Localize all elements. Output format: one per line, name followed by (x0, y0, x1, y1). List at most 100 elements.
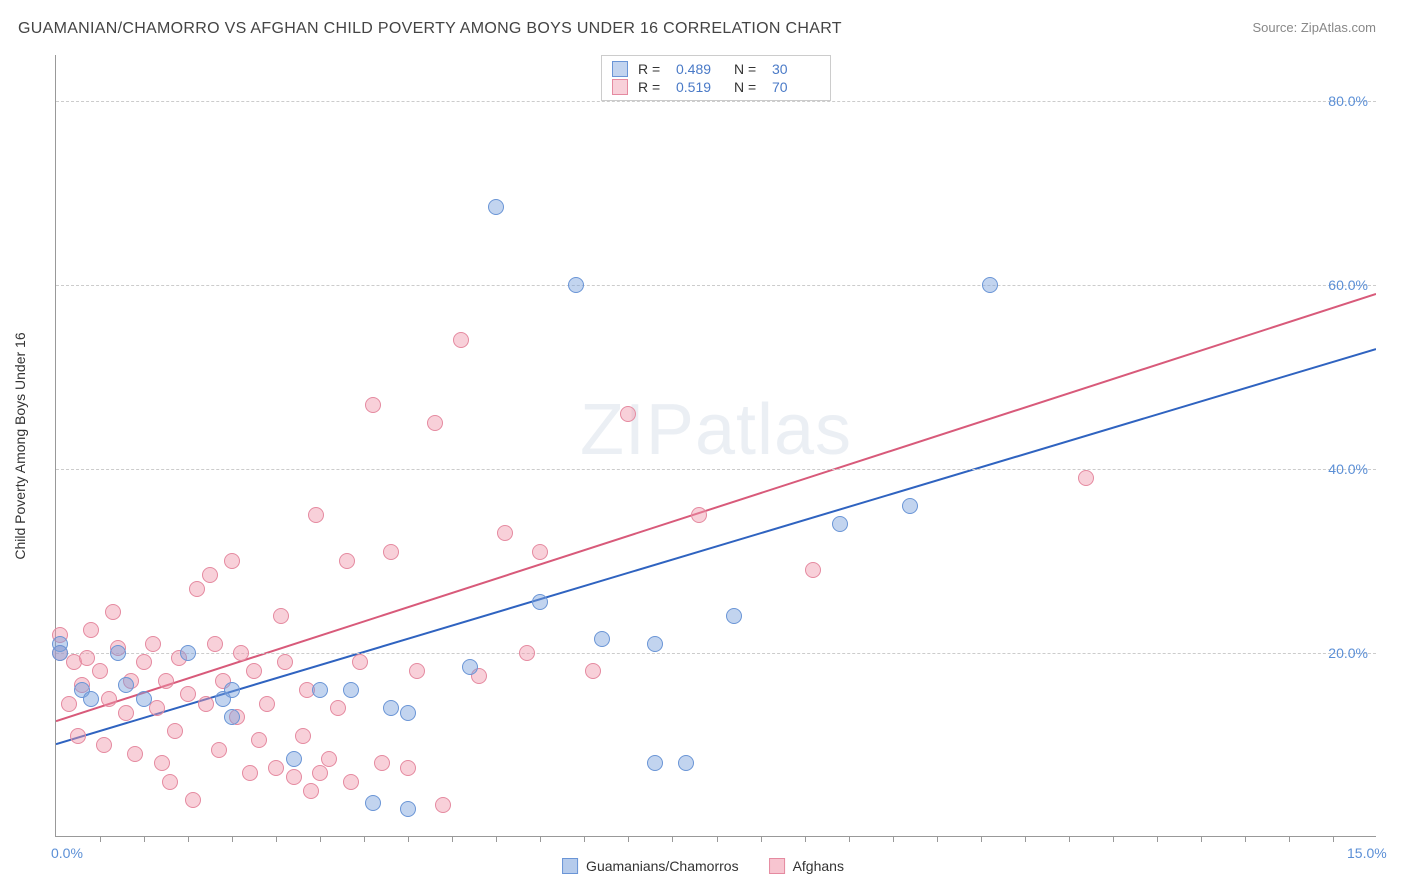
data-point (136, 691, 152, 707)
data-point (519, 645, 535, 661)
x-tick-mark (1333, 836, 1334, 842)
data-point (365, 397, 381, 413)
data-point (158, 673, 174, 689)
data-point (189, 581, 205, 597)
data-point (594, 631, 610, 647)
legend-swatch (769, 858, 785, 874)
data-point (180, 645, 196, 661)
data-point (427, 415, 443, 431)
x-tick-mark (188, 836, 189, 842)
data-point (185, 792, 201, 808)
data-point (805, 562, 821, 578)
data-point (321, 751, 337, 767)
data-point (286, 769, 302, 785)
data-point (273, 608, 289, 624)
data-point (352, 654, 368, 670)
x-tick-mark (100, 836, 101, 842)
x-tick-label: 15.0% (1347, 845, 1387, 861)
bottom-legend: Guamanians/Chamorros Afghans (562, 858, 844, 874)
data-point (286, 751, 302, 767)
stats-n-value: 70 (772, 79, 820, 95)
stats-swatch (612, 61, 628, 77)
x-tick-mark (320, 836, 321, 842)
chart-container: GUAMANIAN/CHAMORRO VS AFGHAN CHILD POVER… (0, 0, 1406, 892)
data-point (691, 507, 707, 523)
watermark-part2: atlas (695, 390, 852, 470)
data-point (647, 755, 663, 771)
data-point (101, 691, 117, 707)
watermark-part1: ZIP (580, 390, 695, 470)
data-point (79, 650, 95, 666)
data-point (295, 728, 311, 744)
data-point (1078, 470, 1094, 486)
data-point (497, 525, 513, 541)
y-tick-label: 40.0% (1328, 461, 1368, 477)
stats-row: R = 0.519 N = 70 (612, 78, 820, 96)
gridline (56, 101, 1376, 102)
stats-n-label: N = (734, 79, 762, 95)
legend-swatch (562, 858, 578, 874)
data-point (246, 663, 262, 679)
data-point (154, 755, 170, 771)
data-point (488, 199, 504, 215)
data-point (242, 765, 258, 781)
x-tick-label: 0.0% (51, 845, 83, 861)
data-point (61, 696, 77, 712)
x-tick-mark (1289, 836, 1290, 842)
stats-r-label: R = (638, 79, 666, 95)
data-point (409, 663, 425, 679)
x-tick-mark (144, 836, 145, 842)
stats-r-value: 0.519 (676, 79, 724, 95)
x-tick-mark (628, 836, 629, 842)
x-tick-mark (849, 836, 850, 842)
x-tick-mark (408, 836, 409, 842)
y-tick-label: 20.0% (1328, 645, 1368, 661)
y-tick-label: 80.0% (1328, 93, 1368, 109)
gridline (56, 469, 1376, 470)
data-point (726, 608, 742, 624)
data-point (149, 700, 165, 716)
data-point (832, 516, 848, 532)
data-point (118, 677, 134, 693)
trend-line (56, 349, 1376, 744)
data-point (620, 406, 636, 422)
data-point (145, 636, 161, 652)
y-axis-label: Child Poverty Among Boys Under 16 (12, 332, 28, 559)
data-point (312, 765, 328, 781)
data-point (374, 755, 390, 771)
x-tick-mark (805, 836, 806, 842)
x-tick-mark (717, 836, 718, 842)
data-point (224, 682, 240, 698)
data-point (233, 645, 249, 661)
x-tick-mark (1245, 836, 1246, 842)
x-tick-mark (1113, 836, 1114, 842)
stats-n-value: 30 (772, 61, 820, 77)
data-point (118, 705, 134, 721)
data-point (435, 797, 451, 813)
data-point (532, 594, 548, 610)
x-tick-mark (1201, 836, 1202, 842)
data-point (127, 746, 143, 762)
data-point (400, 760, 416, 776)
correlation-stats-box: R = 0.489 N = 30R = 0.519 N = 70 (601, 55, 831, 101)
trend-lines-svg (56, 55, 1376, 836)
stats-r-value: 0.489 (676, 61, 724, 77)
x-tick-mark (540, 836, 541, 842)
gridline (56, 653, 1376, 654)
stats-n-label: N = (734, 61, 762, 77)
legend-item: Guamanians/Chamorros (562, 858, 739, 874)
legend-label: Afghans (793, 858, 844, 874)
data-point (202, 567, 218, 583)
legend-label: Guamanians/Chamorros (586, 858, 739, 874)
x-tick-mark (584, 836, 585, 842)
data-point (343, 774, 359, 790)
x-tick-mark (937, 836, 938, 842)
data-point (277, 654, 293, 670)
data-point (400, 801, 416, 817)
x-tick-mark (672, 836, 673, 842)
data-point (308, 507, 324, 523)
data-point (180, 686, 196, 702)
data-point (70, 728, 86, 744)
x-tick-mark (1069, 836, 1070, 842)
data-point (83, 691, 99, 707)
